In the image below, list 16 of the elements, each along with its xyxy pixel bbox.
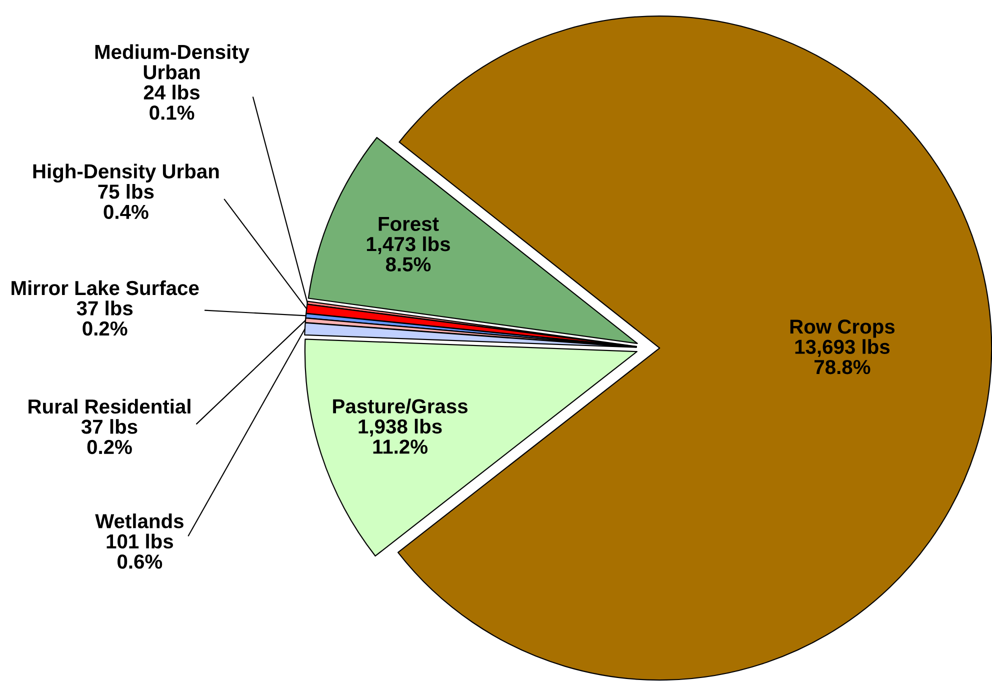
data-label: 75 lbs 0.4% <box>98 184 154 220</box>
data-label: 13,693 lbs 78.8% <box>795 339 890 374</box>
slice-label: Forest <box>378 216 439 232</box>
slice-label: Mirror Lake Surface <box>12 280 199 296</box>
slice-label: Pasture/Grass <box>333 398 468 414</box>
data-label: 1,473 lbs 8.5% <box>366 236 450 272</box>
slice-label: Rural Residential <box>28 398 190 414</box>
slice-label: Wetlands <box>95 514 184 528</box>
slice-label: Row Crops <box>790 319 895 338</box>
slice-label: Medium-Density Urban <box>95 44 250 80</box>
data-label: 37 lbs 0.2% <box>76 300 133 336</box>
slice-label: High-Density Urban <box>33 164 219 183</box>
data-label: 101 lbs 0.6% <box>106 534 174 569</box>
data-label: 37 lbs 0.2% <box>81 419 138 454</box>
data-label: 1,938 lbs 11.2% <box>358 418 442 454</box>
data-label: 24 lbs 0.1% <box>144 84 200 120</box>
